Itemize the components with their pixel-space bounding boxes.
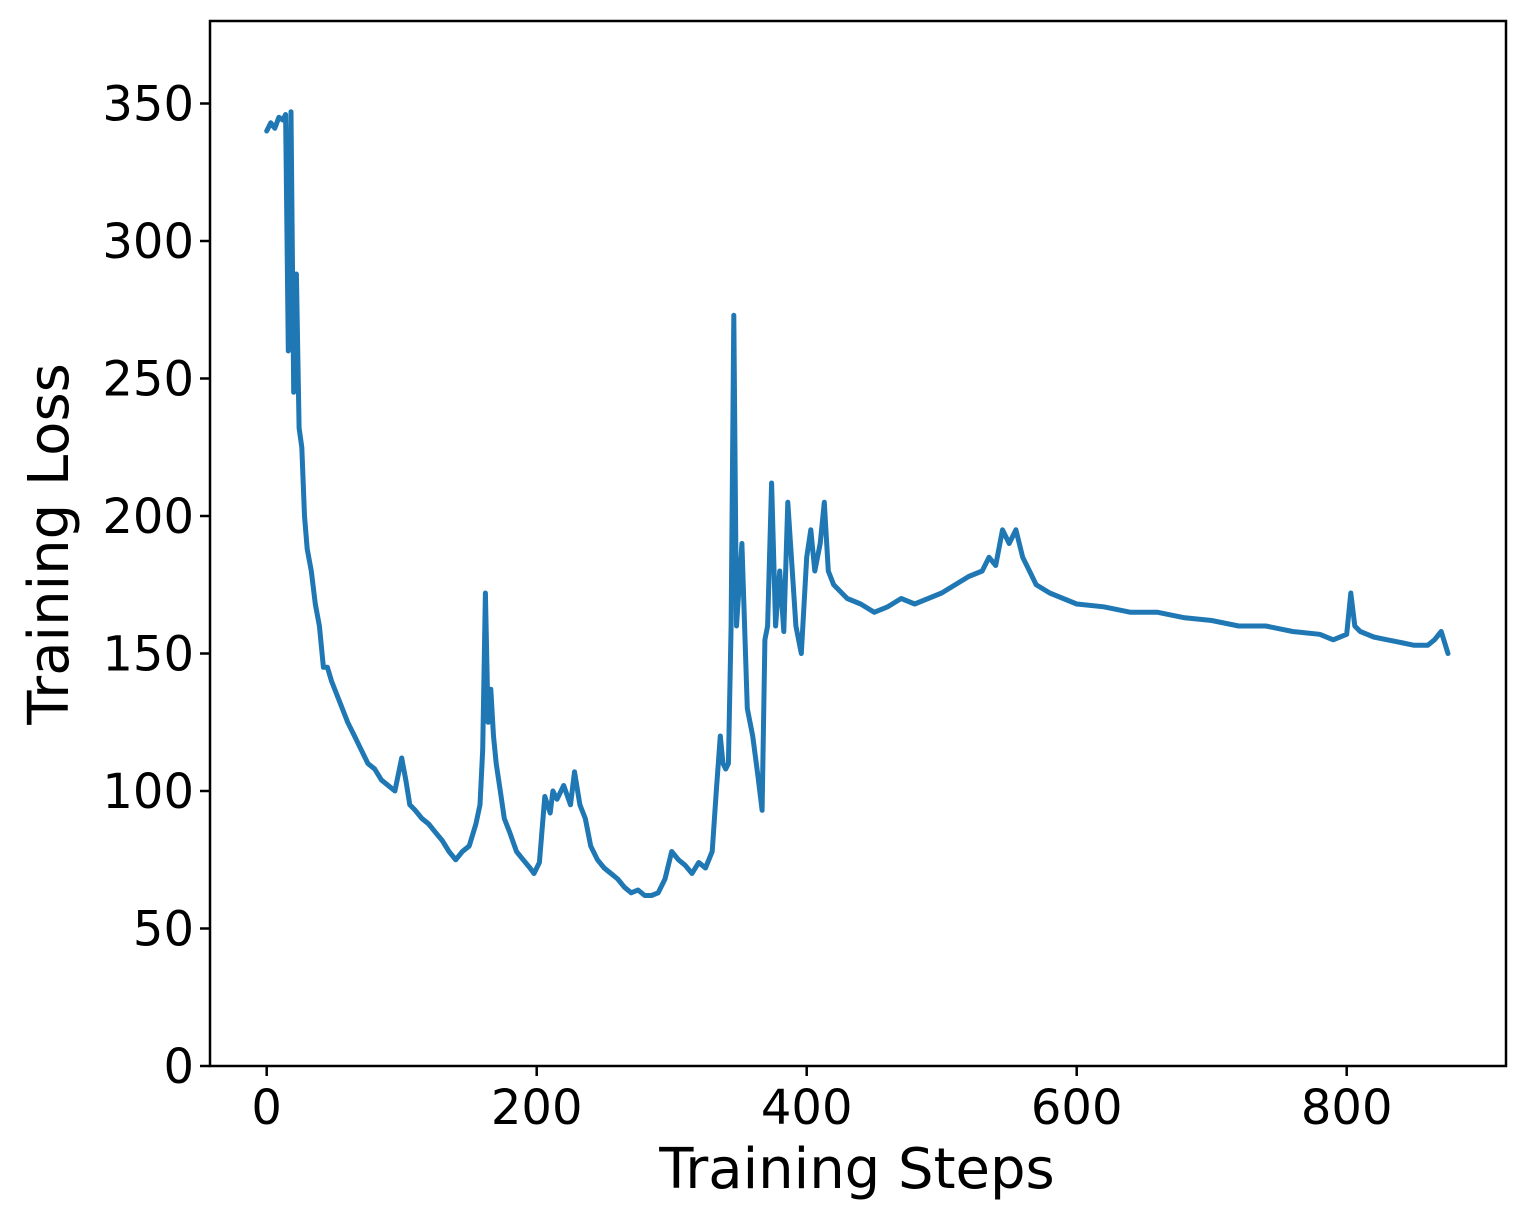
x-tick-label: 600 [1031,1080,1123,1136]
plot-area [264,109,1451,898]
y-tick-label: 300 [102,214,194,270]
y-tick-label: 100 [102,764,194,820]
x-tick-label: 400 [761,1080,853,1136]
y-tick-label: 250 [102,352,194,408]
y-tick-label: 150 [102,627,194,683]
y-tick-label: 0 [163,1039,194,1095]
x-tick-label: 800 [1301,1080,1393,1136]
y-axis-label: Training Loss [17,363,82,726]
x-axis-label: Training Steps [658,1137,1054,1202]
axes: 0 200 400 600 800 0 50 100 150 200 250 300 350 [102,19,1508,1136]
y-tick-label: 50 [133,902,194,958]
series-line-0 [264,109,1451,898]
x-tick-label: 200 [491,1080,583,1136]
x-tick-label: 0 [251,1080,282,1136]
y-tick-label: 350 [102,77,194,133]
y-tick-label: 200 [102,489,194,545]
plot-frame [208,19,1508,1068]
